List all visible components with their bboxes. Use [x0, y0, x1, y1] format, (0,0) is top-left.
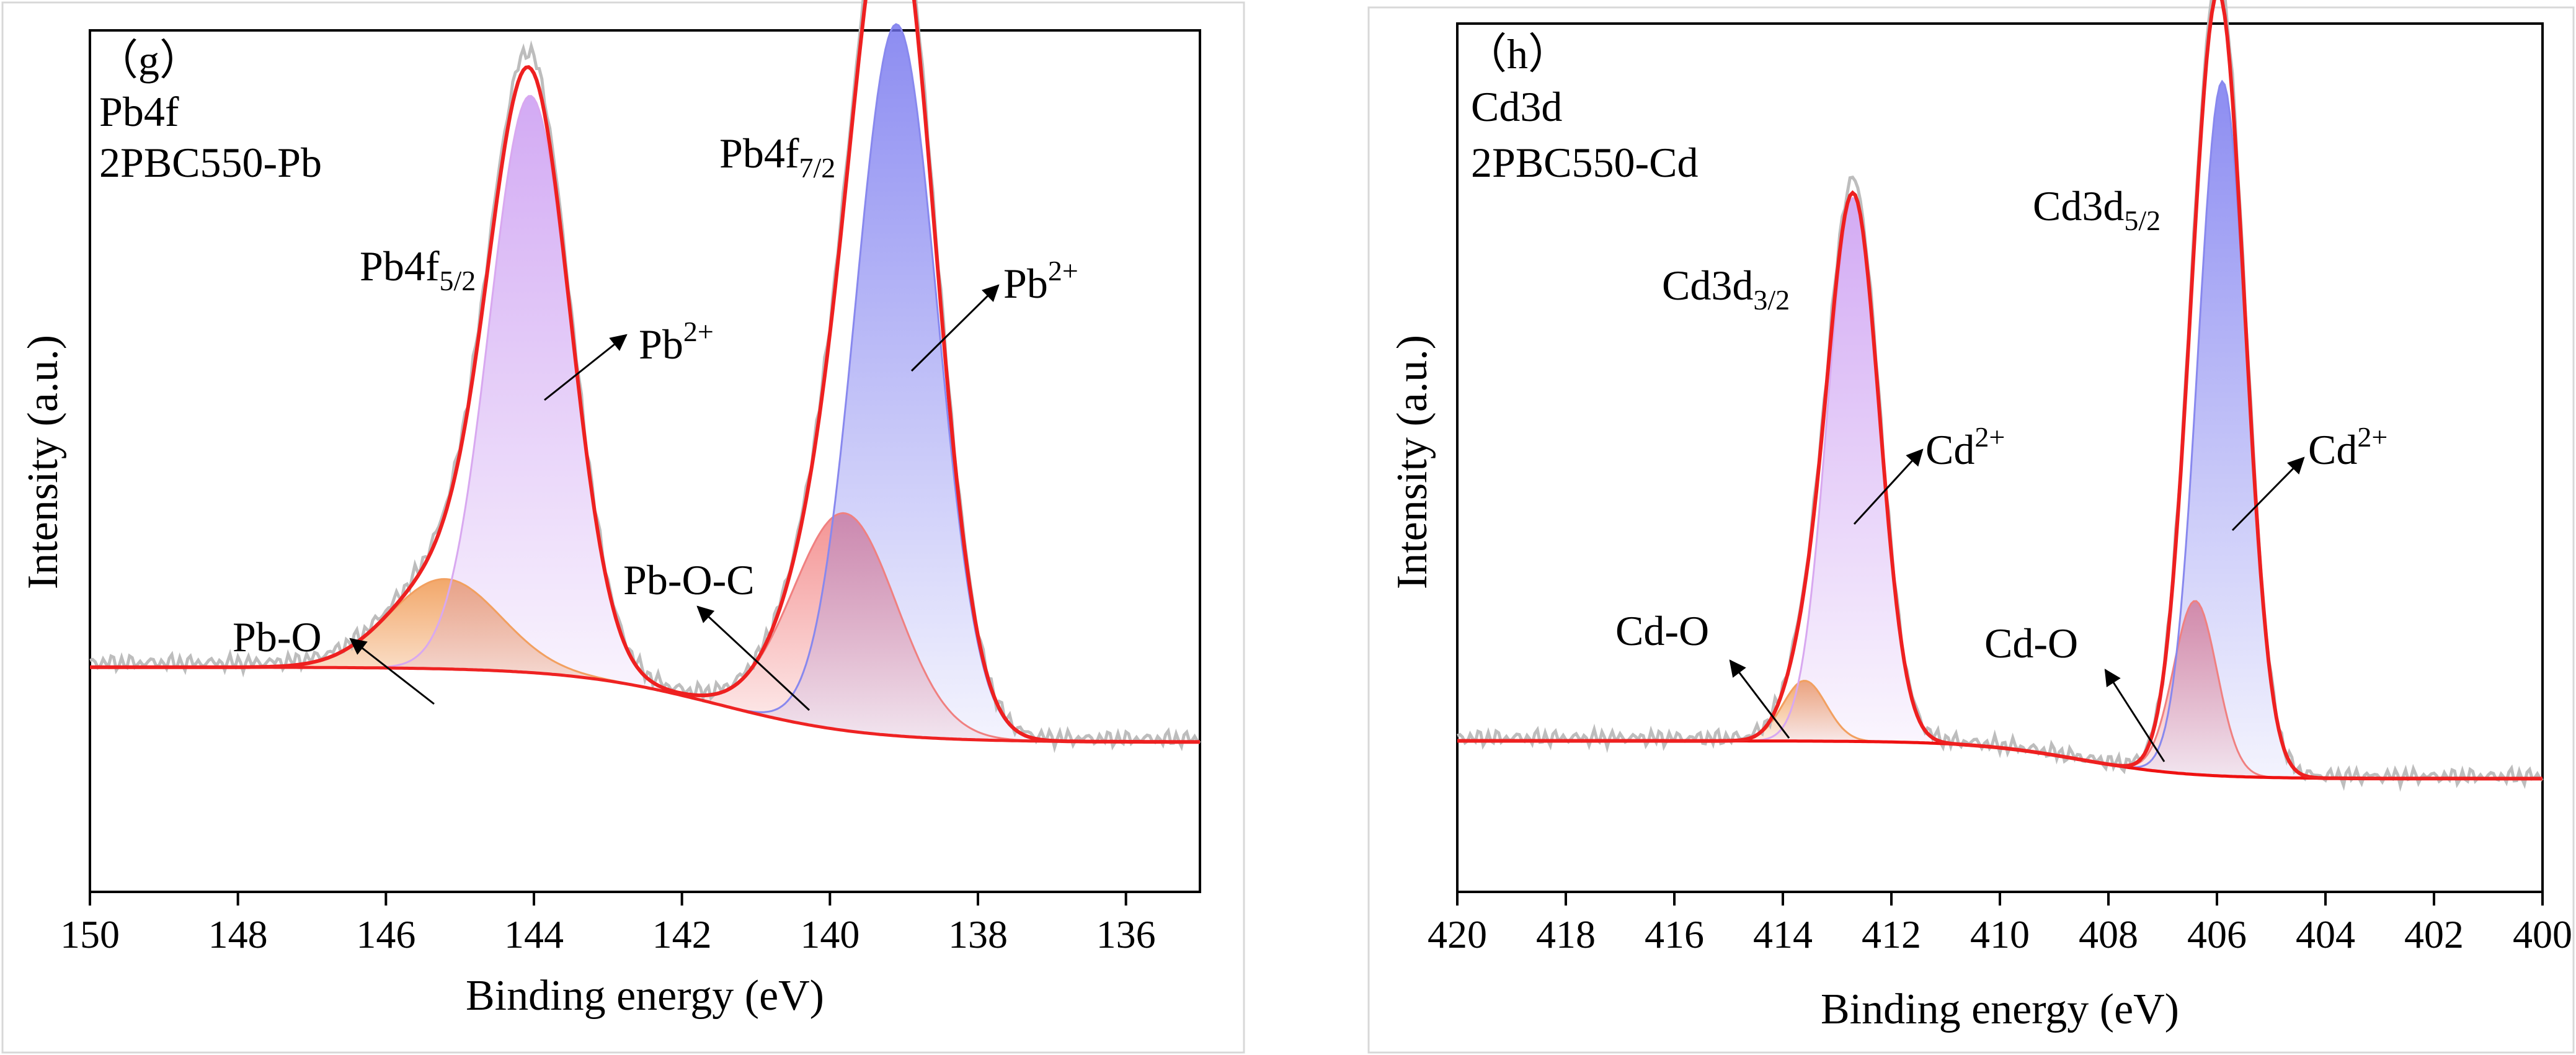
panel-g-y-axis-label: Intensity (a.u.)	[19, 335, 67, 589]
panel-h-cd3d: 420 418 416 414 412 410 408 406 404 402 400 （h） Cd…	[1367, 0, 2575, 1054]
panel-g-peak-label-pb4f52-main: Pb4f	[360, 243, 440, 290]
panel-h-component-fill-1	[1723, 198, 1982, 746]
panel-h-fit-envelope	[1457, 0, 2543, 781]
panel-g-x-tick-label: 148	[208, 912, 268, 956]
panel-g-x-tick-label: 144	[504, 912, 564, 956]
panel-h-peak-label-cd3d52: Cd3d5/2	[2033, 182, 2161, 236]
panel-h-arrow-cd-o-a	[1729, 659, 1790, 739]
panel-g-label: （g）	[96, 37, 202, 84]
panel-h-peak-label-cd3d32-sub: 3/2	[1753, 284, 1790, 316]
panel-g-x-tick-label: 150	[60, 912, 120, 956]
panel-g-component-fill-3	[695, 24, 1099, 742]
panel-g-component-label-pb-o-c: Pb-O-C	[623, 556, 755, 603]
panel-g-raw-spectrum	[89, 0, 1201, 754]
panel-h-title-sample: 2PBC550-Cd	[1471, 139, 1699, 186]
panel-g-component-label-pb-o: Pb-O	[233, 613, 322, 661]
panel-g-arrow-pb-o-c	[696, 605, 811, 711]
panel-g-title-sample: 2PBC550-Pb	[99, 139, 322, 186]
panel-h-component-label-cd2plus-b-main: Cd	[2308, 426, 2357, 473]
panel-g-component-label-pb2plus-a-sup: 2+	[683, 316, 714, 347]
panel-h-arrow-cd2plus-a	[1853, 448, 1924, 525]
panel-g-arrow-pb2plus-b	[910, 284, 1000, 372]
panel-g-x-tick-label: 142	[652, 912, 712, 956]
panel-h-x-tick-label: 410	[1970, 912, 2030, 956]
panel-h-component-label-cd-o-b: Cd-O	[1984, 620, 2078, 667]
panel-g-component-label-pb2plus-b: Pb2+	[1003, 255, 1078, 307]
panel-g-pb4f: 150 148 146 144 142 140 138 136 （g） Pb4f 2PBC55…	[1, 0, 1245, 1054]
panel-h-x-tick-label: 408	[2079, 912, 2138, 956]
panel-g-fit-envelope	[90, 0, 1201, 744]
panel-g-x-tick-label: 140	[800, 912, 859, 956]
panel-h-x-tick-label: 416	[1645, 912, 1704, 956]
panel-g-peak-label-pb4f52: Pb4f5/2	[360, 243, 476, 296]
panel-h-x-tick-label: 420	[1428, 912, 1487, 956]
panel-h-arrow-cd-o-b	[2104, 669, 2165, 762]
panel-h-x-tick-label: 414	[1753, 912, 1813, 956]
panel-g-x-tick-label: 146	[356, 912, 415, 956]
panel-h-component-lines	[1457, 0, 2544, 792]
panel-g-x-tick-label: 136	[1096, 912, 1156, 956]
panel-g-component-label-pb2plus-a: Pb2+	[639, 316, 714, 368]
panel-h-x-tick-label: 400	[2513, 912, 2572, 956]
panel-g-arrow-pb-o	[349, 638, 435, 705]
panel-g-x-axis-label: Binding energy (eV)	[466, 972, 824, 1020]
panel-h-x-axis-label: Binding energy (eV)	[1821, 986, 2179, 1033]
panel-h-x-tick-label: 406	[2187, 912, 2247, 956]
panel-g-x-tick-label: 138	[948, 912, 1008, 956]
panel-g-outer-border	[1, 1, 1245, 1054]
panel-g-title-element: Pb4f	[99, 88, 179, 135]
panel-h-component-label-cd2plus-a-main: Cd	[1925, 426, 1974, 473]
panel-h-peak-label-cd3d52-sub: 5/2	[2124, 205, 2161, 236]
panel-g-peak-label-pb4f52-sub: 5/2	[439, 265, 476, 296]
panel-g-component-label-pb2plus-b-sup: 2+	[1048, 255, 1078, 287]
panel-h-x-tick-label: 418	[1536, 912, 1596, 956]
panel-h-y-axis-label: Intensity (a.u.)	[1388, 335, 1436, 589]
panel-g-peak-label-pb4f72: Pb4f7/2	[719, 130, 835, 184]
panel-h-peak-label-cd3d32-main: Cd3d	[1662, 262, 1753, 309]
panel-h-peak-label-cd3d32: Cd3d3/2	[1662, 262, 1790, 316]
panel-h-x-axis: 420 418 416 414 412 410 408 406 404 402 400	[1428, 892, 2572, 956]
panel-g-peak-label-pb4f72-main: Pb4f	[719, 130, 799, 177]
panel-h-component-label-cd2plus-a-sup: 2+	[1974, 421, 2005, 453]
panel-h-component-fill-3	[2100, 81, 2344, 778]
panel-h-x-tick-label: 402	[2404, 912, 2464, 956]
panel-g-component-fill-1	[327, 96, 732, 708]
panel-g-x-axis: 150 148 146 144 142 140 138 136	[60, 892, 1156, 956]
panel-h-label: （h）	[1465, 30, 1570, 78]
panel-h-title-element: Cd3d	[1471, 83, 1562, 130]
panel-h-component-label-cd2plus-b-sup: 2+	[2357, 421, 2387, 453]
panel-h-component-label-cd2plus-a: Cd2+	[1925, 421, 2005, 473]
panel-g-component-label-pb2plus-b-main: Pb	[1003, 260, 1048, 307]
panel-h-component-label-cd2plus-b: Cd2+	[2308, 421, 2387, 473]
panel-g-arrow-pb2plus-a	[544, 334, 628, 401]
panel-g-plot-area	[89, 29, 1201, 893]
panel-g-component-label-pb2plus-a-main: Pb	[639, 321, 683, 368]
panel-h-x-tick-label: 404	[2296, 912, 2355, 956]
panel-h-peak-label-cd3d52-main: Cd3d	[2033, 182, 2124, 229]
panel-h-arrow-cd2plus-b	[2231, 456, 2305, 532]
panel-h-outer-border	[1367, 6, 2575, 1054]
panel-h-component-fills	[1697, 81, 2344, 778]
panel-g-peak-label-pb4f72-sub: 7/2	[799, 152, 835, 184]
panel-h-component-label-cd-o-a: Cd-O	[1615, 607, 1709, 654]
panel-h-x-tick-label: 412	[1862, 912, 1921, 956]
panel-g-component-lines	[89, 0, 1201, 754]
